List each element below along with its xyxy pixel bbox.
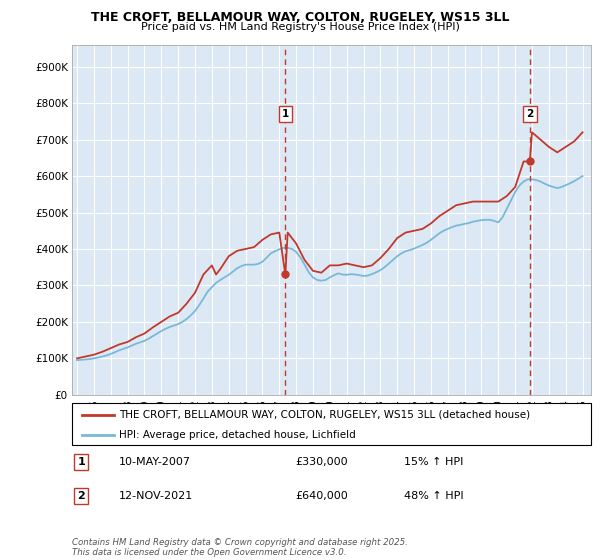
Text: THE CROFT, BELLAMOUR WAY, COLTON, RUGELEY, WS15 3LL (detached house): THE CROFT, BELLAMOUR WAY, COLTON, RUGELE… <box>119 410 530 420</box>
Text: HPI: Average price, detached house, Lichfield: HPI: Average price, detached house, Lich… <box>119 430 355 440</box>
Text: 10-MAY-2007: 10-MAY-2007 <box>119 457 191 467</box>
Text: 1: 1 <box>77 457 85 467</box>
Text: £640,000: £640,000 <box>295 491 348 501</box>
Text: 2: 2 <box>526 109 533 119</box>
Text: 2: 2 <box>77 491 85 501</box>
Text: 1: 1 <box>282 109 289 119</box>
Text: Price paid vs. HM Land Registry's House Price Index (HPI): Price paid vs. HM Land Registry's House … <box>140 22 460 32</box>
Text: 48% ↑ HPI: 48% ↑ HPI <box>404 491 464 501</box>
Text: 15% ↑ HPI: 15% ↑ HPI <box>404 457 464 467</box>
Text: Contains HM Land Registry data © Crown copyright and database right 2025.
This d: Contains HM Land Registry data © Crown c… <box>72 538 408 557</box>
Text: 12-NOV-2021: 12-NOV-2021 <box>119 491 193 501</box>
Text: THE CROFT, BELLAMOUR WAY, COLTON, RUGELEY, WS15 3LL: THE CROFT, BELLAMOUR WAY, COLTON, RUGELE… <box>91 11 509 24</box>
Text: £330,000: £330,000 <box>295 457 348 467</box>
